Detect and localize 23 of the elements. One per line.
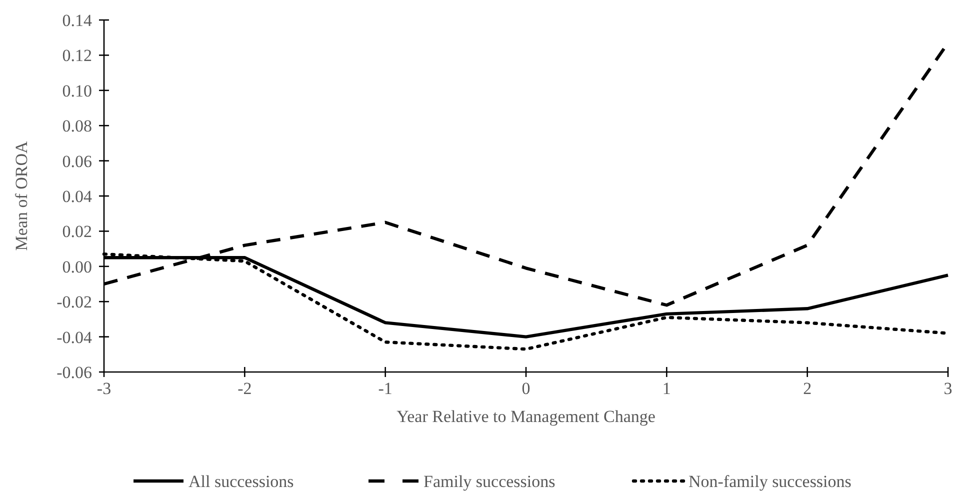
y-tick-label: 0.08 — [62, 116, 92, 136]
x-tick-label: -3 — [96, 379, 112, 398]
y-tick-label: 0.00 — [62, 257, 92, 276]
legend-label: Family successions — [424, 472, 556, 491]
x-axis-title: Year Relative to Management Change — [396, 407, 656, 426]
x-tick-label: 0 — [522, 379, 530, 398]
x-tick-label: 2 — [803, 379, 812, 398]
legend-label: All successions — [188, 472, 294, 491]
y-tick-label: -0.04 — [56, 328, 92, 347]
y-axis-title: Mean of OROA — [12, 140, 31, 251]
legend-label: Non-family successions — [688, 472, 852, 491]
y-tick-label: -0.06 — [56, 362, 92, 382]
x-tick-label: -1 — [378, 379, 392, 398]
x-tick-label: -2 — [238, 379, 252, 398]
y-tick-label: 0.02 — [62, 222, 92, 242]
y-tick-label: -0.02 — [56, 292, 92, 312]
y-tick-label: 0.14 — [62, 10, 92, 30]
y-tick-label: 0.12 — [62, 46, 92, 66]
y-tick-label: 0.10 — [62, 81, 92, 100]
y-tick-label: 0.04 — [62, 186, 92, 206]
x-tick-label: 1 — [662, 379, 671, 398]
y-tick-label: 0.06 — [62, 152, 92, 171]
x-tick-label: 3 — [944, 379, 952, 398]
